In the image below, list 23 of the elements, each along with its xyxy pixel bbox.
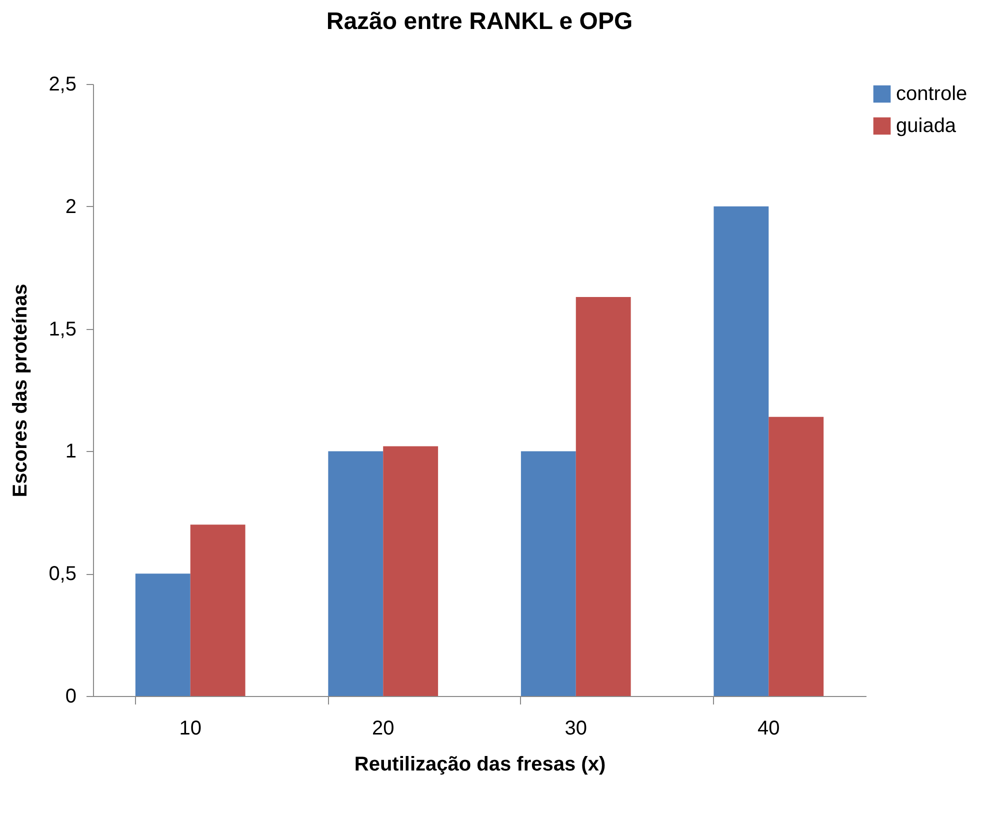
y-tick-label: 1 (65, 440, 76, 463)
y-tick-label: 0,5 (48, 563, 76, 586)
x-tick-label: 10 (179, 718, 202, 740)
y-axis-title: Escores das proteínas (10, 284, 32, 498)
x-tick-label: 30 (564, 718, 588, 740)
legend-label: controle (896, 83, 968, 105)
x-axis-title: Reutilização das fresas (x) (354, 754, 606, 776)
bar (576, 296, 631, 696)
bar (383, 446, 438, 696)
bar (768, 416, 824, 696)
y-tick-label: 1,5 (48, 318, 76, 340)
bar (520, 451, 576, 696)
x-tick-label: 20 (372, 718, 394, 740)
x-tick-label: 40 (758, 718, 780, 740)
chart-title: Razão entre RANKL e OPG (326, 8, 633, 35)
y-tick-label: 2,5 (48, 74, 76, 96)
bar (328, 451, 384, 696)
bar (190, 524, 246, 696)
bar (714, 206, 769, 696)
y-tick-label: 0 (65, 686, 76, 708)
y-tick-label: 2 (65, 196, 76, 218)
bar (135, 574, 190, 696)
legend-label: guiada (896, 115, 957, 137)
